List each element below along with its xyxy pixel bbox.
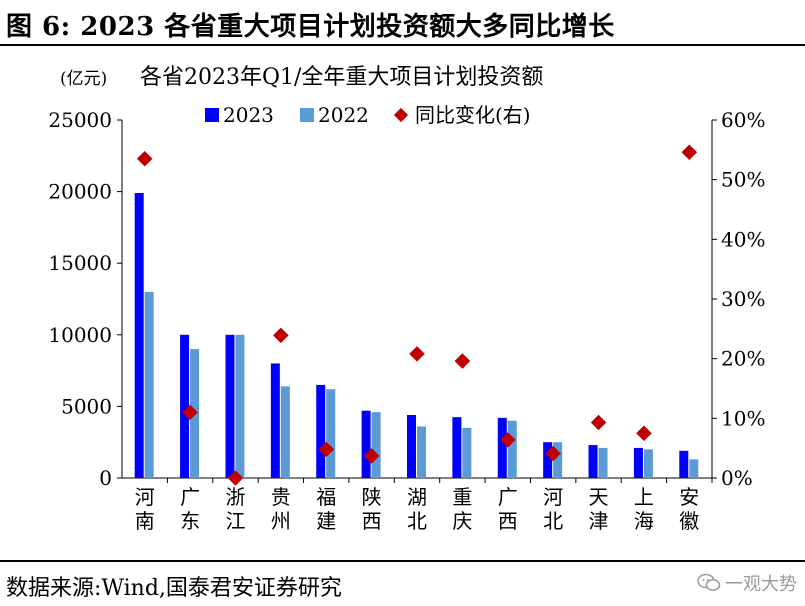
y2-tick-label: 60%: [721, 108, 765, 132]
bar-2022-浙江: [235, 334, 245, 478]
bar-2022-河北: [553, 442, 563, 478]
bar-2023-湖北: [407, 414, 416, 478]
yoy-marker-重庆: [454, 353, 471, 369]
bar-2023-广西: [497, 417, 507, 478]
y-tick-label: 10000: [48, 323, 112, 347]
bar-2023-陕西: [361, 410, 371, 478]
x-tick-label-河南: 河: [135, 485, 155, 509]
x-tick-label-广东: 东: [180, 509, 200, 533]
x-tick-label-陕西: 西: [362, 509, 382, 533]
x-tick-label-天津: 津: [589, 509, 609, 533]
legend-swatch-2023: [205, 108, 219, 122]
figure-header: 图 6: 2023 各省重大项目计划投资额大多同比增长: [0, 0, 805, 46]
yoy-marker-天津: [590, 414, 607, 431]
bar-2022-陕西: [371, 412, 381, 478]
legend-label-yoy: 同比变化(右): [415, 103, 531, 127]
y2-tick-label: 10%: [721, 406, 765, 430]
bar-2022-福建: [326, 389, 336, 478]
x-tick-label-上海: 上: [634, 485, 654, 509]
bar-2023-浙江: [225, 334, 235, 478]
x-tick-label-福建: 福: [316, 485, 336, 509]
y2-tick-label: 30%: [721, 287, 765, 311]
x-tick-label-重庆: 庆: [452, 509, 472, 533]
x-tick-label-天津: 天: [589, 485, 609, 509]
y-tick-label: 0: [99, 466, 112, 490]
x-tick-label-广东: 广: [180, 485, 200, 509]
x-tick-label-重庆: 重: [452, 485, 472, 509]
legend-swatch-2022: [300, 108, 314, 122]
chart-title: 各省2023年Q1/全年重大项目计划投资额: [140, 65, 543, 90]
bar-2022-重庆: [462, 427, 472, 478]
bar-2023-安徽: [679, 450, 689, 478]
x-tick-label-浙江: 浙: [225, 485, 245, 509]
y2-tick-label: 50%: [721, 168, 765, 192]
y-tick-label: 20000: [48, 180, 112, 204]
watermark-text: 一观大势: [725, 574, 797, 595]
x-tick-label-安徽: 徽: [679, 509, 699, 533]
x-tick-label-湖北: 北: [407, 509, 427, 533]
y-tick-label: 15000: [48, 251, 112, 275]
bar-2022-河南: [144, 291, 154, 478]
y-tick-label: 5000: [61, 394, 112, 418]
yoy-marker-上海: [636, 425, 652, 442]
y2-tick-label: 20%: [721, 347, 765, 371]
bar-2023-河北: [543, 442, 553, 478]
bar-2023-重庆: [452, 417, 462, 478]
legend-label-2023: 2023: [223, 103, 274, 127]
x-tick-label-安徽: 安: [679, 485, 699, 509]
x-tick-label-广西: 广: [498, 485, 518, 509]
figure-source: 数据来源:Wind,国泰君安证券研究: [6, 576, 342, 601]
y2-tick-label: 0%: [721, 466, 753, 490]
bar-2022-湖北: [417, 426, 426, 478]
chart-area: (亿元) 各省2023年Q1/全年重大项目计划投资额 2023 2022 同比变化(右)…: [48, 65, 765, 533]
bar-2022-贵州: [280, 386, 290, 478]
yoy-marker-安徽: [681, 144, 698, 160]
bar-2023-天津: [588, 445, 598, 478]
yoy-marker-湖北: [409, 346, 425, 362]
x-tick-label-河南: 南: [135, 509, 155, 533]
bar-2023-贵州: [270, 363, 280, 478]
figure-footer: 数据来源:Wind,国泰君安证券研究 一观大势: [0, 560, 805, 606]
wechat-icon: [697, 573, 721, 593]
yoy-marker-贵州: [273, 327, 289, 344]
y-axis-label: (亿元): [60, 69, 107, 89]
x-tick-label-河北: 北: [543, 509, 563, 533]
x-tick-label-广西: 西: [498, 509, 518, 533]
x-tick-label-贵州: 贵: [271, 485, 291, 509]
bar-2023-福建: [316, 384, 326, 478]
y2-tick-label: 40%: [721, 227, 765, 251]
bar-2022-上海: [643, 449, 653, 478]
x-tick-label-福建: 建: [316, 509, 336, 533]
figure-title: 图 6: 2023 各省重大项目计划投资额大多同比增长: [6, 12, 615, 42]
x-tick-label-陕西: 陕: [362, 485, 382, 509]
y-tick-label: 25000: [48, 108, 112, 132]
bar-2022-安徽: [689, 459, 699, 478]
x-tick-label-贵州: 州: [271, 509, 291, 533]
yoy-marker-广东: [182, 404, 198, 421]
yoy-marker-浙江: [227, 470, 244, 486]
x-tick-label-上海: 海: [634, 509, 654, 533]
bar-2022-天津: [598, 447, 608, 478]
legend-label-2022: 2022: [318, 103, 369, 127]
yoy-marker-河南: [136, 151, 153, 167]
bar-2023-河南: [134, 193, 144, 479]
x-tick-label-河北: 河: [543, 485, 563, 509]
x-tick-label-湖北: 湖: [407, 485, 427, 509]
bar-2023-上海: [633, 447, 643, 478]
x-tick-label-浙江: 江: [225, 509, 245, 533]
bar-2022-广西: [507, 420, 517, 478]
watermark: 一观大势: [697, 570, 797, 596]
bar-2023-广东: [180, 334, 190, 478]
legend-marker-yoy: [393, 107, 409, 123]
